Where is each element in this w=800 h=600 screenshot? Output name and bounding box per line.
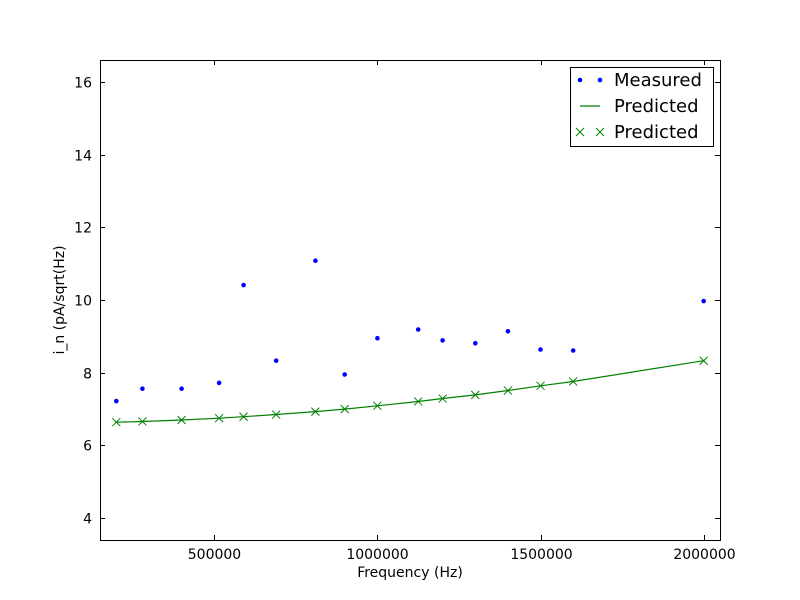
legend-point-marker — [597, 77, 603, 83]
x-tick-label: 1000000 — [346, 547, 408, 563]
predicted-x-marker — [470, 390, 480, 400]
legend-x-marker — [595, 127, 605, 137]
measured-point — [440, 338, 445, 343]
y-tick-label: 16 — [74, 76, 92, 92]
measured-point — [375, 335, 380, 341]
series-marks — [111, 258, 709, 427]
legend-entry: Predicted — [580, 96, 699, 117]
y-tick-label: 10 — [74, 294, 92, 310]
predicted-x-marker — [311, 407, 320, 416]
predicted-x-marker — [438, 394, 447, 403]
predicted-x-marker — [177, 415, 186, 425]
predicted-x-marker — [413, 397, 423, 406]
series-2 — [111, 356, 709, 427]
legend-label: Measured — [614, 70, 702, 91]
measured-point — [342, 372, 348, 377]
axis-tick-labels: 500000 1000000 1500000 2000000 4 6 8 10 12 14 16 — [74, 76, 736, 564]
x-axis-title: Frequency (Hz) — [357, 565, 463, 581]
x-tick-label: 500000 — [188, 547, 241, 563]
measured-point — [313, 258, 318, 264]
measured-point — [140, 386, 145, 392]
y-tick-label: 6 — [83, 439, 92, 455]
predicted-x-marker — [239, 412, 248, 422]
predicted-x-marker — [568, 377, 578, 386]
series-0 — [114, 258, 706, 404]
legend-entry: Measured — [577, 70, 702, 91]
legend: Measured Predicted Predicted — [570, 67, 714, 147]
predicted-x-marker — [271, 410, 281, 419]
x-tick-label: 2000000 — [673, 547, 735, 563]
y-tick-label: 4 — [83, 512, 92, 528]
measured-point — [538, 347, 543, 352]
x-tick-label: 1500000 — [510, 547, 572, 563]
measured-point — [241, 282, 246, 288]
legend-box — [570, 67, 714, 147]
predicted-x-marker — [373, 401, 382, 411]
measured-point — [415, 327, 421, 332]
plot-frame — [100, 60, 721, 541]
measured-point — [701, 298, 706, 304]
measured-point — [216, 380, 222, 386]
measured-point — [473, 341, 478, 346]
predicted-x-marker — [503, 386, 513, 395]
measured-point — [114, 398, 119, 404]
predicted-line — [116, 360, 704, 423]
legend-label: Predicted — [614, 96, 699, 117]
measured-point — [179, 386, 184, 392]
predicted-x-marker — [699, 356, 709, 366]
measured-point — [570, 348, 576, 353]
y-tick-label: 14 — [74, 149, 92, 165]
measured-point — [505, 329, 511, 334]
legend-x-marker — [575, 127, 585, 137]
predicted-x-marker — [111, 417, 121, 427]
predicted-x-marker — [536, 381, 545, 391]
y-tick-label: 12 — [74, 221, 92, 237]
y-axis-title: i_n (pA/sqrt(Hz) — [52, 245, 68, 354]
predicted-x-marker — [214, 413, 224, 423]
predicted-x-marker — [138, 417, 147, 426]
legend-entry: Predicted — [575, 122, 699, 143]
legend-label: Predicted — [614, 122, 699, 143]
legend-point-marker — [577, 77, 583, 83]
series-1 — [116, 360, 704, 423]
measured-point — [273, 358, 279, 364]
predicted-x-marker — [340, 404, 350, 414]
y-tick-label: 8 — [83, 367, 92, 383]
